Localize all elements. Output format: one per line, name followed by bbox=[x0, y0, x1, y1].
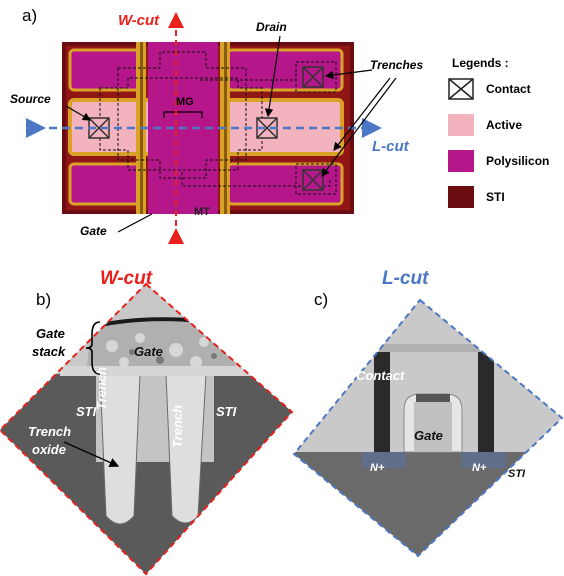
panel-a-letter: a) bbox=[22, 6, 38, 25]
legend-poly-label: Polysilicon bbox=[486, 154, 550, 168]
legend-title: Legends : bbox=[452, 56, 509, 70]
trenches-label: Trenches bbox=[370, 58, 424, 72]
gate-stack-label-2: stack bbox=[32, 344, 66, 359]
mg-label: MG bbox=[176, 96, 194, 108]
panel-b-letter: b) bbox=[36, 290, 52, 309]
nplus-right-label: N+ bbox=[472, 462, 487, 474]
lcut-diamond-border bbox=[292, 298, 564, 558]
legend-active: Active bbox=[448, 114, 522, 136]
gate-stack-label-1: Gate bbox=[36, 326, 65, 341]
contact-label-c: Contact bbox=[356, 368, 405, 383]
sti-left-label: STI bbox=[76, 404, 97, 419]
wcut-diamond-border bbox=[0, 282, 294, 576]
legend-sti: STI bbox=[448, 186, 505, 208]
drain-label: Drain bbox=[256, 20, 287, 34]
legend-active-label: Active bbox=[486, 118, 523, 132]
legend-poly-swatch bbox=[448, 150, 474, 172]
source-label: Source bbox=[10, 92, 51, 106]
legend-contact-label: Contact bbox=[486, 82, 531, 96]
legend-contact: Contact bbox=[448, 78, 531, 100]
nplus-left-label: N+ bbox=[370, 462, 385, 474]
contact-trench-top bbox=[302, 66, 324, 88]
trench-oxide-pointer bbox=[63, 441, 120, 468]
gate-label-a: Gate bbox=[80, 224, 107, 238]
mt-label: MT bbox=[194, 206, 210, 218]
sti-label-c: STI bbox=[508, 468, 526, 480]
panel-c-title: L-cut bbox=[382, 268, 429, 289]
panel-c-letter: c) bbox=[314, 290, 329, 309]
contact-icon bbox=[448, 78, 474, 100]
gate-label-b: Gate bbox=[134, 344, 163, 359]
trench-oxide-label-1: Trench bbox=[28, 424, 72, 439]
legend-sti-swatch bbox=[448, 186, 474, 208]
trench-oxide-label-2: oxide bbox=[32, 442, 66, 457]
lcut-label: L-cut bbox=[372, 138, 409, 155]
gate-label-c: Gate bbox=[414, 428, 443, 443]
gate-stack-brace bbox=[85, 321, 101, 375]
legend-active-swatch bbox=[448, 114, 474, 136]
wcut-label: W-cut bbox=[118, 12, 160, 29]
contact-trench-bottom bbox=[302, 169, 324, 191]
panel-b-title: W-cut bbox=[100, 268, 153, 289]
legend-sti-label: STI bbox=[486, 190, 505, 204]
sti-right-label: STI bbox=[216, 404, 237, 419]
legend-poly: Polysilicon bbox=[448, 150, 549, 172]
